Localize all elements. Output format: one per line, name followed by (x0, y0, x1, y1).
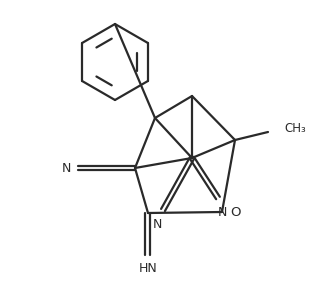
Text: HN: HN (139, 262, 157, 275)
Text: N: N (61, 162, 71, 174)
Text: CH₃: CH₃ (284, 122, 306, 135)
Text: O: O (231, 206, 241, 218)
Text: N: N (217, 206, 227, 218)
Text: N: N (152, 218, 162, 231)
